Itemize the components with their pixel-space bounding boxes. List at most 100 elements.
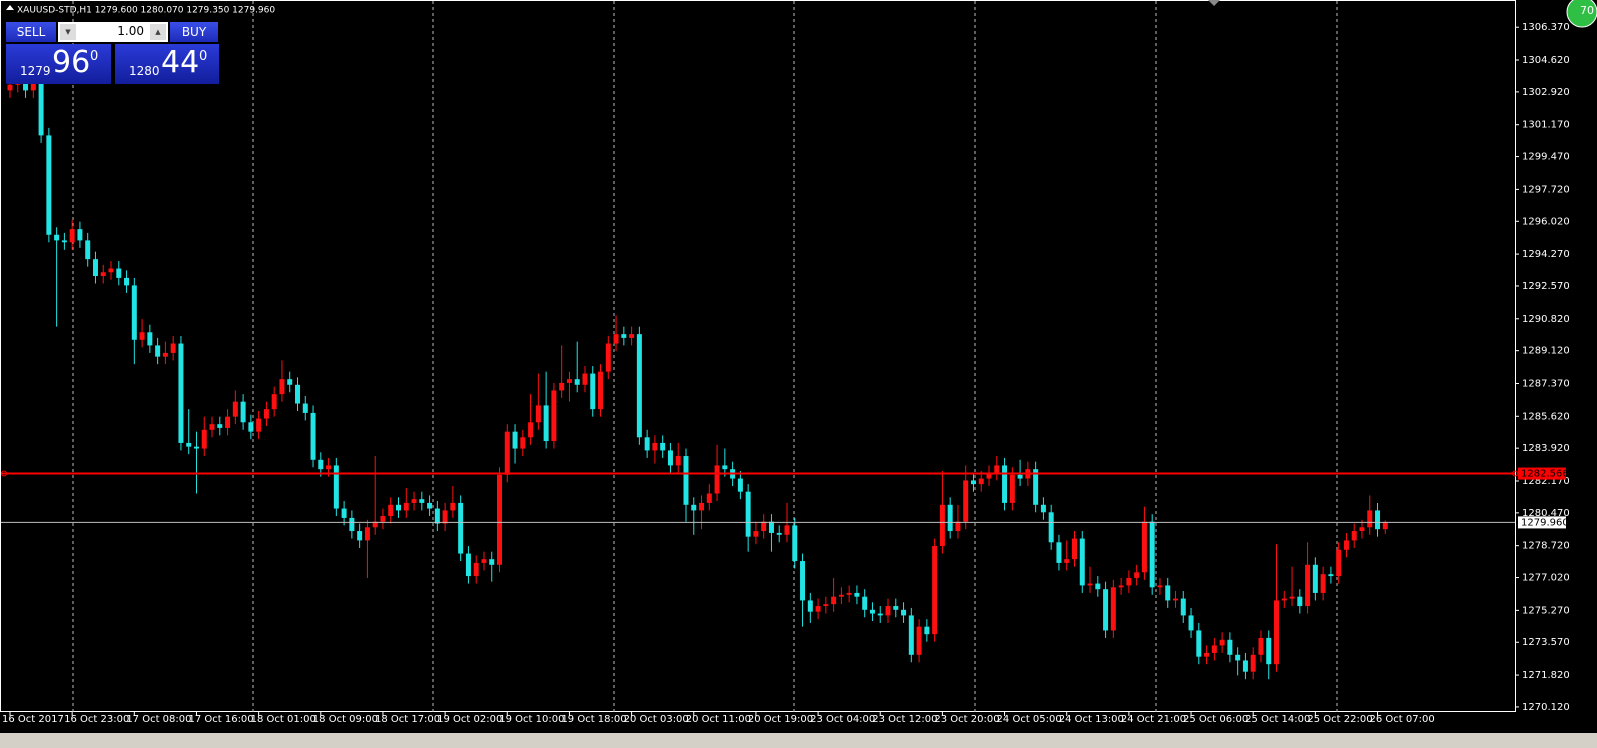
- candle-body: [92, 259, 98, 277]
- candle-body: [380, 516, 386, 522]
- badge: [1566, 0, 1597, 28]
- candle-body: [768, 521, 774, 533]
- candle-body: [528, 422, 534, 438]
- candle-body: [232, 401, 238, 417]
- x-tick-label: 19 Oct 10:00: [499, 714, 564, 725]
- candle-body: [77, 229, 83, 241]
- level-label-box: [1518, 467, 1566, 480]
- y-tick-label: 1278.720: [1522, 541, 1570, 552]
- candle-body: [854, 592, 860, 597]
- candle-body: [1103, 589, 1109, 631]
- candle-body: [1235, 654, 1241, 661]
- x-tick-label: 19 Oct 02:00: [437, 714, 502, 725]
- y-tick-label: 1296.020: [1522, 216, 1570, 227]
- candle-body: [1141, 521, 1147, 573]
- candle-body: [660, 442, 666, 451]
- lot-field[interactable]: ▼ 1.00 ▲: [58, 22, 168, 42]
- candle-body: [318, 459, 324, 470]
- candle-body: [1336, 549, 1342, 577]
- candle-body: [403, 502, 409, 511]
- candle-body: [263, 409, 269, 419]
- candle-body: [877, 613, 883, 616]
- candle-body: [745, 491, 751, 537]
- candle-body: [1118, 585, 1124, 588]
- bid-sup: 0: [90, 49, 99, 64]
- sell-button[interactable]: SELL: [6, 22, 56, 42]
- candle-body: [831, 596, 837, 605]
- candle-body: [737, 478, 743, 492]
- candle-body: [1281, 598, 1287, 601]
- candle-body: [46, 135, 52, 235]
- y-tick-label: 1271.820: [1522, 670, 1570, 681]
- candle-body: [970, 480, 976, 485]
- candle-body: [1196, 630, 1202, 657]
- candle-body: [225, 416, 231, 428]
- lot-down[interactable]: ▼: [60, 24, 76, 40]
- candle-body: [792, 525, 798, 562]
- candle-body: [124, 277, 130, 286]
- candle-body: [869, 609, 875, 614]
- candle-body: [582, 373, 588, 385]
- candle-body: [574, 379, 580, 385]
- ask-big: 1280: [129, 64, 160, 78]
- candle-body: [1227, 639, 1233, 655]
- candle-body: [776, 532, 782, 535]
- candle-body: [1297, 596, 1303, 607]
- candle-body: [170, 343, 176, 353]
- candle-body: [504, 431, 510, 475]
- lot-value: 1.00: [117, 24, 144, 38]
- x-tick-label: 17 Oct 16:00: [188, 714, 253, 725]
- candle-body: [310, 412, 316, 460]
- candle-body: [1320, 574, 1326, 593]
- y-tick-label: 1301.170: [1522, 120, 1570, 131]
- candle-body: [613, 334, 619, 344]
- lot-up[interactable]: ▲: [150, 24, 166, 40]
- y-tick-label: 1304.620: [1522, 55, 1570, 66]
- candle-body: [644, 437, 650, 451]
- candle-body: [287, 379, 293, 385]
- candle-body: [753, 531, 759, 537]
- candle-body: [131, 285, 137, 340]
- candle-body: [489, 559, 495, 565]
- buy-button[interactable]: BUY: [170, 22, 218, 42]
- candle-body: [512, 431, 518, 449]
- ask-sup: 0: [199, 49, 208, 64]
- y-tick-label: 1275.270: [1522, 605, 1570, 616]
- bid-box[interactable]: 1279 96 0: [6, 44, 111, 84]
- candle-body: [714, 465, 720, 494]
- candle-body: [1165, 585, 1171, 601]
- candle-body: [116, 268, 122, 278]
- ask-main: 44: [161, 45, 200, 80]
- y-tick-label: 1289.120: [1522, 346, 1570, 357]
- y-tick-label: 1277.020: [1522, 573, 1570, 584]
- candle-body: [248, 422, 254, 432]
- x-tick-label: 24 Oct 05:00: [997, 714, 1062, 725]
- candle-body: [1017, 474, 1023, 479]
- candle-body: [442, 510, 448, 524]
- y-tick-label: 1299.470: [1522, 152, 1570, 163]
- candle-body: [675, 456, 681, 466]
- bid-main: 96: [52, 45, 91, 80]
- candle-body: [1048, 512, 1054, 543]
- level-label: 1279.960: [1521, 517, 1569, 528]
- y-tick-label: 1270.120: [1522, 702, 1570, 713]
- candle-body: [61, 240, 67, 243]
- candle-body: [1064, 559, 1070, 563]
- candle-body: [186, 442, 192, 447]
- candle-body: [7, 84, 13, 91]
- candle-body: [458, 502, 464, 554]
- candle-body: [1040, 504, 1046, 513]
- plot-border: [0, 0, 1516, 712]
- y-tick-label: 1280.470: [1522, 508, 1570, 519]
- candle-body: [279, 379, 285, 395]
- candle-body: [955, 521, 961, 532]
- candle-body: [1312, 564, 1318, 593]
- x-tick-label: 26 Oct 07:00: [1370, 714, 1435, 725]
- collapse-icon[interactable]: [6, 5, 14, 10]
- candle-body: [1173, 598, 1178, 601]
- candle-body: [341, 508, 347, 518]
- candle-body: [201, 429, 207, 449]
- ask-box[interactable]: 1280 44 0: [115, 44, 219, 84]
